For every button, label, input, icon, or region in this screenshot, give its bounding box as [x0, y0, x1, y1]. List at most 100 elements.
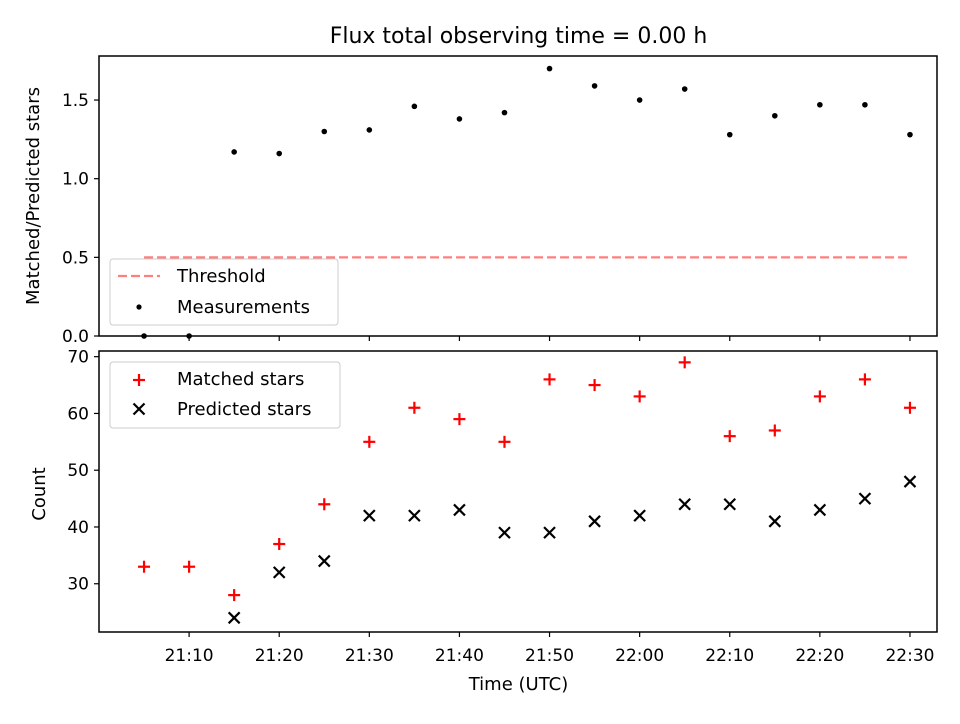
matched-stars-point — [723, 430, 736, 443]
chart-title: Flux total observing time = 0.00 h — [330, 24, 708, 49]
predicted-stars-point — [813, 503, 827, 517]
matched-stars-point — [543, 373, 556, 386]
measurement-point — [591, 83, 598, 89]
predicted-stars-point-b — [317, 554, 331, 568]
measurement-point — [366, 127, 373, 133]
top-ticks: 0.0 0.5 1.0 1.5 — [62, 91, 911, 347]
top-legend: Threshold Measurements — [109, 258, 339, 326]
measurement-point — [141, 333, 147, 339]
measurement-point — [636, 97, 643, 103]
matched-stars-point — [813, 390, 826, 403]
predicted-stars-point-b — [453, 503, 466, 517]
predicted-stars-point — [408, 509, 421, 522]
predicted-stars-point — [588, 515, 601, 528]
top-legend-frame — [109, 258, 339, 326]
matched-stars-point — [453, 413, 466, 426]
bottom-ticks: 30 40 50 60 70 21:10 21:20 21:30 21:40 21:50 22:00… — [67, 348, 934, 666]
matched-stars-point — [588, 379, 601, 392]
bottom-x-tick-label: 22:20 — [795, 646, 844, 666]
bottom-x-tick-label: 22:10 — [705, 646, 754, 666]
matched-stars-point — [678, 356, 691, 369]
predicted-stars-point-b — [768, 515, 782, 528]
matched-stars-point — [633, 390, 646, 403]
matched-stars-point — [183, 560, 196, 573]
bottom-y-tick-label: 40 — [67, 518, 89, 538]
predicted-stars-point — [498, 526, 511, 539]
matched-stars-point — [363, 435, 376, 448]
bottom-x-tick-label: 21:30 — [345, 646, 394, 666]
predicted-stars-point-b — [858, 492, 872, 505]
bottom-x-tick-label: 22:00 — [615, 646, 664, 666]
top-axes-frame — [98, 55, 938, 337]
top-y-tick-label: 0.5 — [62, 248, 89, 268]
bottom-x-tick-label: 21:50 — [525, 646, 574, 666]
predicted-stars-point — [723, 497, 737, 511]
predicted-stars-point-b — [498, 526, 511, 539]
measurement-point — [411, 103, 418, 110]
matched-stars-point — [768, 424, 781, 437]
predicted-stars-point — [453, 503, 466, 517]
predicted-stars-point — [317, 554, 331, 568]
predicted-stars-point — [858, 492, 872, 505]
predicted-stars-point-b — [633, 509, 646, 522]
predicted-stars-point-b — [813, 503, 827, 517]
predicted-stars-point-b — [272, 566, 286, 579]
measurement-point — [231, 149, 237, 155]
matched-stars-point — [858, 373, 871, 386]
bottom-y-axis-label: Count — [29, 467, 50, 520]
measurement-point — [276, 150, 283, 157]
predicted-stars-point-b — [723, 497, 737, 511]
predicted-stars-point — [543, 526, 556, 539]
top-y-tick-label: 1.0 — [62, 170, 89, 190]
predicted-stars-point-b — [678, 497, 691, 511]
predicted-stars-point-b — [588, 515, 601, 528]
top-y-tick-label: 0.0 — [62, 327, 89, 347]
top-marks — [141, 65, 913, 339]
predicted-stars-point — [227, 611, 241, 625]
bottom-axes-frame — [98, 350, 938, 633]
measurements-legend-label: Measurements — [177, 297, 310, 318]
measurement-point — [726, 131, 733, 138]
predicted-stars-point-b — [408, 509, 421, 522]
matched-stars-point — [408, 401, 421, 414]
matched-stars-point — [318, 498, 331, 511]
predicted-stars-legend-marker — [132, 402, 146, 416]
bottom-x-tick-label: 22:30 — [885, 646, 934, 666]
matched-stars-point — [903, 401, 916, 414]
predicted-stars-point — [903, 475, 917, 488]
bottom-legend-frame — [109, 361, 341, 429]
measurement-point — [456, 116, 463, 122]
bottom-panel: 30 40 50 60 70 21:10 21:20 21:30 21:40 21:50 22:00… — [29, 348, 938, 695]
measurement-point — [546, 65, 553, 72]
predicted-stars-point — [633, 509, 646, 522]
bottom-y-tick-label: 60 — [67, 404, 89, 424]
matched-stars-point — [228, 589, 241, 602]
top-panel: 0.0 0.5 1.0 1.5 Matched/Predicted stars Thr… — [23, 55, 938, 347]
predicted-stars-point — [678, 497, 691, 511]
predicted-stars-legend-label: Predicted stars — [177, 399, 311, 420]
predicted-stars-point — [272, 566, 286, 579]
measurement-point — [501, 109, 508, 116]
matched-stars-legend-label: Matched stars — [177, 369, 304, 390]
measurement-point — [321, 128, 328, 135]
predicted-stars-point-b — [543, 526, 556, 539]
bottom-x-tick-label: 21:40 — [435, 646, 484, 666]
bottom-x-tick-label: 21:10 — [165, 646, 214, 666]
bottom-marks — [138, 356, 917, 625]
measurement-point — [862, 101, 868, 108]
matched-stars-point — [273, 538, 286, 551]
predicted-stars-point-b — [903, 475, 917, 488]
matched-stars-legend-marker — [133, 374, 145, 386]
measurement-point — [681, 86, 688, 92]
matched-stars-point — [498, 435, 511, 448]
predicted-stars-point-b — [363, 509, 376, 522]
bottom-y-tick-label: 50 — [67, 461, 89, 481]
bottom-legend: Matched stars Predicted stars — [109, 361, 341, 429]
matched-stars-point — [138, 560, 151, 573]
x-axis-label: Time (UTC) — [468, 674, 569, 695]
bottom-x-tick-label: 21:20 — [255, 646, 304, 666]
top-y-axis-label: Matched/Predicted stars — [23, 87, 44, 305]
